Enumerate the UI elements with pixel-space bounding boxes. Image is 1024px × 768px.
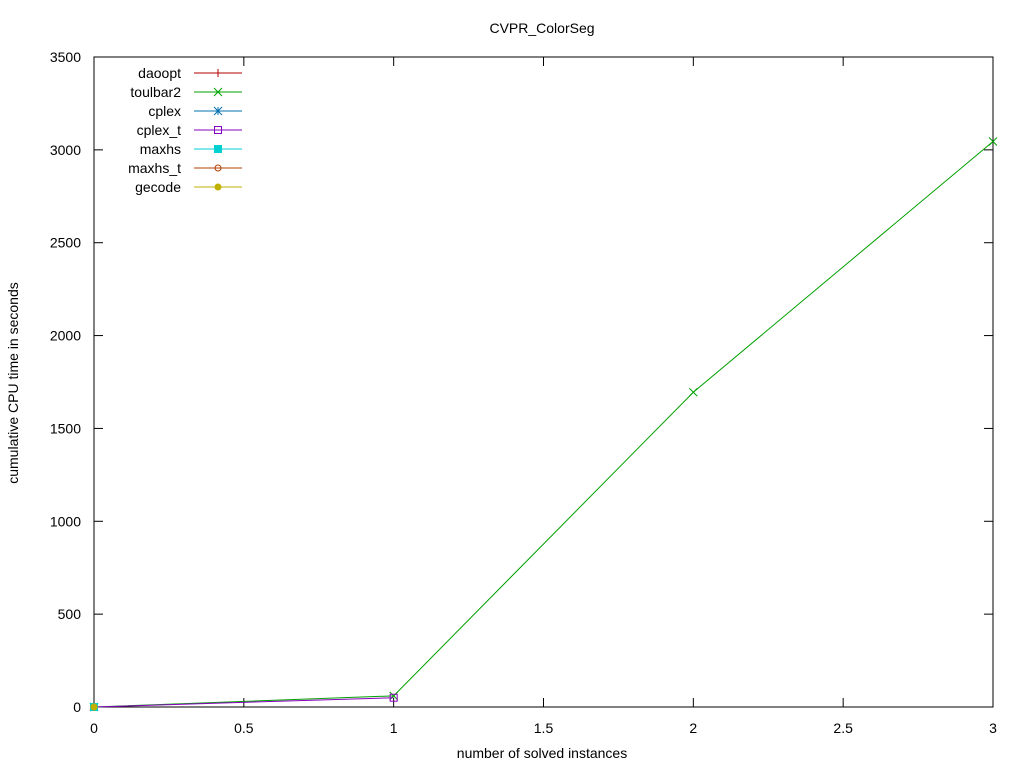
data-point-toulbar2 xyxy=(688,387,698,397)
data-point-toulbar2 xyxy=(988,137,998,146)
y-tick-label: 2000 xyxy=(50,328,81,344)
legend-label: toulbar2 xyxy=(130,84,181,100)
legend-label: cplex xyxy=(148,103,181,119)
legend-marker xyxy=(213,106,223,116)
x-tick-label: 2.5 xyxy=(833,720,853,736)
x-axis-label: number of solved instances xyxy=(457,745,627,761)
legend-item-maxhs_t: maxhs_t xyxy=(128,160,242,176)
x-tick-label: 1.5 xyxy=(534,720,554,736)
y-tick-label: 3500 xyxy=(50,49,81,65)
legend-marker xyxy=(214,183,222,191)
legend-item-cplex_t: cplex_t xyxy=(137,122,242,138)
legend-label: cplex_t xyxy=(137,122,181,138)
y-tick-label: 500 xyxy=(58,606,82,622)
plot-border xyxy=(93,56,994,708)
x-tick-label: 0.5 xyxy=(234,720,254,736)
legend-item-daoopt: daoopt xyxy=(138,65,242,81)
x-tick-label: 2 xyxy=(689,720,697,736)
series-line-toulbar2 xyxy=(93,141,994,708)
x-tick-label: 1 xyxy=(390,720,398,736)
data-point-cplex_t xyxy=(389,693,398,702)
legend-item-gecode: gecode xyxy=(135,179,242,195)
x-tick-label: 0 xyxy=(90,720,98,736)
legend-marker xyxy=(214,69,222,77)
plot-frame xyxy=(93,56,994,708)
series-toulbar2 xyxy=(89,137,998,712)
y-tick-label: 1000 xyxy=(50,513,81,529)
y-axis-label: cumulative CPU time in seconds xyxy=(5,282,21,484)
legend-label: daoopt xyxy=(138,65,181,81)
legend-marker xyxy=(214,164,222,172)
y-tick-label: 2500 xyxy=(50,235,81,251)
legend-marker xyxy=(214,145,222,153)
data-point-toulbar2 xyxy=(389,691,399,701)
y-tick-label: 0 xyxy=(73,699,81,715)
series-gecode xyxy=(90,703,98,711)
legend-marker xyxy=(214,126,222,134)
chart-title: CVPR_ColorSeg xyxy=(489,20,594,36)
legend-item-cplex: cplex xyxy=(148,103,242,119)
legend-item-toulbar2: toulbar2 xyxy=(130,84,242,100)
x-tick-label: 3 xyxy=(989,720,997,736)
legend-marker xyxy=(213,87,223,97)
legend-label: gecode xyxy=(135,179,181,195)
series-layer xyxy=(89,137,998,712)
y-tick-label: 3000 xyxy=(50,142,81,158)
y-tick-label: 1500 xyxy=(50,420,81,436)
legend-label: maxhs xyxy=(140,141,181,157)
axis-ticks: 0 0.5 1 1.5 2 2.5 3 0 500 1000 1500 2000 2500 3000 350… xyxy=(50,49,997,736)
series-line-cplex_t xyxy=(93,697,394,708)
legend-item-maxhs: maxhs xyxy=(140,141,242,157)
series-cplex_t xyxy=(90,693,398,711)
data-point-gecode xyxy=(90,703,98,711)
legend-label: maxhs_t xyxy=(128,160,181,176)
